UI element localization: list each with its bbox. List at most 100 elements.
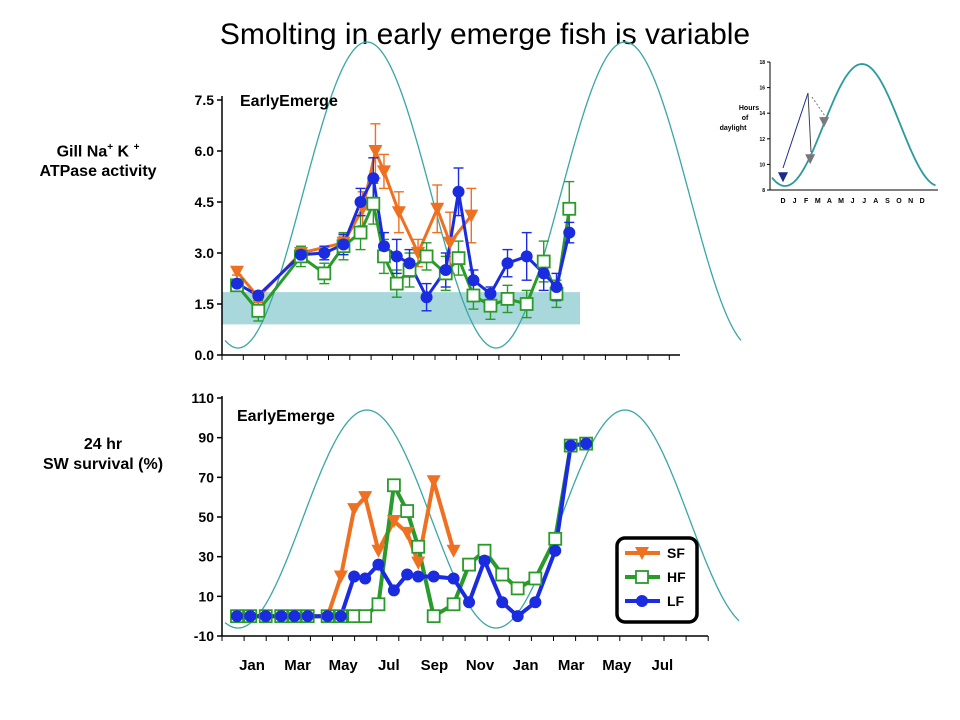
point-LF — [288, 610, 301, 623]
point-LF — [403, 257, 416, 270]
point-LF — [501, 257, 514, 270]
point-HF — [251, 303, 266, 318]
bottom-ylabel-text-2: SW survival (%) — [42, 456, 164, 473]
point-LF — [549, 544, 562, 557]
point-LF — [550, 281, 563, 293]
y-tick-label: 6.0 — [195, 143, 215, 159]
point-HF — [411, 539, 426, 554]
point-LF — [348, 570, 361, 583]
point-SF — [386, 514, 401, 528]
point-SF — [333, 570, 348, 584]
point-HF — [510, 581, 525, 596]
point-LF — [387, 584, 400, 597]
point-SF — [411, 556, 426, 570]
point-SF — [230, 265, 244, 279]
point-HF — [387, 478, 401, 493]
series-line-SF — [235, 146, 473, 300]
inset-x-tick-label: A — [827, 198, 832, 205]
point-SF — [464, 209, 479, 223]
point-SF — [347, 503, 362, 517]
point-LF — [244, 610, 257, 623]
inset-arrow-line — [782, 92, 809, 169]
point-SF — [430, 202, 445, 216]
inset-y-tick-label: 10 — [759, 162, 765, 168]
point-SF — [358, 491, 373, 505]
point-HF — [466, 288, 481, 303]
point-LF — [412, 570, 425, 583]
point-LF — [564, 439, 577, 452]
chart1-title: EarlyEmerge — [240, 93, 338, 110]
y-tick-label: 1.5 — [195, 296, 215, 312]
legend-marker-LF — [636, 595, 648, 607]
y-tick-label: 30 — [198, 549, 214, 565]
point-LF — [294, 248, 307, 261]
y-tick-label: 50 — [198, 509, 214, 525]
point-LF — [337, 238, 350, 251]
inset-x-tick-label: O — [896, 198, 902, 205]
point-SF — [446, 544, 461, 558]
point-LF — [447, 572, 460, 585]
y-tick-label: 110 — [191, 390, 214, 406]
point-LF — [231, 610, 243, 623]
top-ylabel-text-k: K — [113, 143, 134, 161]
inset-x-tick-label: D — [920, 198, 925, 205]
point-LF — [401, 568, 414, 581]
point-LF — [390, 250, 403, 263]
point-HF — [371, 597, 386, 612]
legend: SF HF LF — [615, 536, 699, 624]
top-ylabel-text-1: Gill Na — [56, 143, 108, 161]
daylight-curve — [224, 41, 742, 349]
x-tick-label: May — [602, 657, 632, 674]
inset-ylabel-word: daylight — [720, 125, 748, 132]
point-LF — [372, 558, 385, 571]
y-tick-label: 10 — [198, 588, 214, 604]
x-tick-label: May — [329, 657, 359, 674]
inset-x-tick-label: F — [804, 198, 809, 205]
point-LF — [511, 610, 524, 623]
point-SF — [443, 236, 457, 250]
inset-y-tick-label: 12 — [759, 137, 765, 143]
point-LF — [478, 554, 491, 567]
point-HF — [483, 298, 498, 313]
inset-marker — [805, 154, 816, 165]
inset-ylabel-word: of — [742, 115, 749, 122]
point-LF — [318, 247, 331, 259]
y-tick-label: 90 — [198, 430, 214, 446]
point-LF — [275, 610, 288, 623]
point-HF — [419, 249, 434, 264]
inset-ylabel-word: Hours — [739, 105, 759, 112]
point-LF — [452, 185, 465, 198]
inset-x-tick-label: J — [851, 198, 855, 205]
point-LF — [334, 610, 347, 623]
point-HF — [353, 225, 368, 240]
point-HF — [400, 504, 415, 518]
x-tick-label: Jul — [378, 657, 400, 674]
chart2-group: -10 10 30 50 70 90 110 Jan Mar May Jul Sep Nov Jan Mar… — [191, 390, 740, 674]
y-tick-label: -10 — [194, 628, 214, 644]
inset-marker — [819, 117, 830, 128]
x-tick-label: Jan — [239, 657, 265, 674]
point-HF — [528, 571, 543, 586]
x-tick-label: Mar — [284, 657, 311, 674]
inset-x-tick-label: S — [885, 198, 890, 205]
chart1-group: 0.0 1.5 3.0 4.5 6.0 7.5 EarlyEmerge — [195, 41, 742, 363]
point-LF — [252, 289, 265, 302]
point-LF — [420, 291, 433, 304]
point-LF — [359, 572, 372, 585]
inset-x-tick-label: M — [815, 198, 821, 205]
point-LF — [537, 267, 550, 280]
daylight-curve — [224, 409, 740, 629]
point-HF — [358, 609, 373, 624]
point-LF — [377, 240, 390, 253]
x-tick-label: Jan — [513, 657, 539, 674]
point-LF — [484, 287, 497, 300]
inset-arrow-line — [807, 92, 812, 153]
inset-x-tick-label: J — [793, 198, 797, 205]
point-HF — [495, 567, 510, 582]
y-tick-label: 3.0 — [195, 245, 215, 261]
x-tick-label: Sep — [421, 657, 449, 674]
top-ylabel-sup-2: + — [133, 142, 140, 153]
point-HF — [446, 597, 461, 612]
